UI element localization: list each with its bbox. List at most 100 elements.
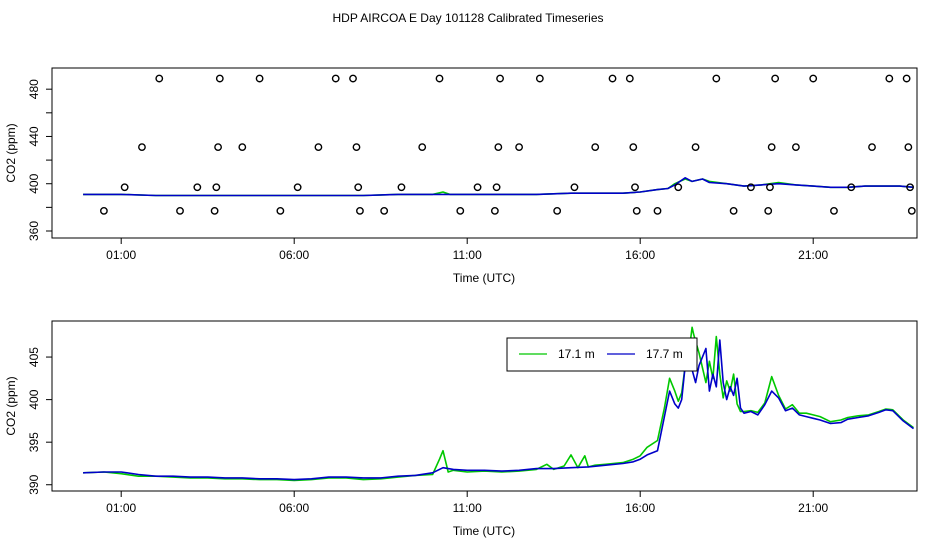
series-line (83, 178, 914, 197)
legend-label-17-7m: 17.7 m (646, 347, 683, 361)
top-points (100, 74, 916, 215)
x-tick-label: 01:00 (106, 501, 136, 515)
data-point (456, 207, 465, 215)
data-point (435, 74, 444, 83)
x-tick-label: 11:00 (453, 501, 482, 515)
series-line (83, 177, 914, 197)
data-point (591, 143, 600, 151)
data-point (792, 143, 800, 151)
top-panel: 01:00 06:00 11:00 16:00 21:00 360 400 440 480 T… (4, 67, 918, 285)
data-point (490, 207, 499, 215)
x-tick-label: 16:00 (625, 501, 655, 515)
data-point (276, 207, 285, 215)
bottom-x-axis-label: Time (UTC) (453, 524, 515, 538)
bottom-series (83, 326, 914, 482)
data-point (766, 183, 774, 192)
series-line (83, 339, 914, 481)
data-point (138, 143, 146, 151)
data-point (293, 183, 302, 192)
data-point (214, 143, 222, 151)
data-point (847, 183, 856, 192)
y-tick-label: 480 (27, 79, 41, 99)
x-tick-label: 16:00 (625, 248, 655, 262)
bottom-plot-frame (51, 320, 918, 492)
data-point (632, 207, 641, 215)
y-tick-label: 440 (27, 126, 41, 146)
top-x-axis-label: Time (UTC) (453, 271, 515, 285)
top-plot-frame (51, 67, 918, 239)
data-point (535, 74, 544, 83)
x-tick-label: 21:00 (798, 248, 828, 262)
data-point (212, 183, 221, 192)
data-point (176, 207, 184, 215)
data-point (653, 207, 662, 215)
data-point (380, 207, 389, 215)
data-point (397, 183, 406, 192)
data-point (120, 183, 129, 192)
data-point (473, 183, 482, 192)
data-point (570, 183, 579, 192)
data-point (729, 207, 738, 215)
y-tick-label: 390 (27, 474, 41, 494)
x-tick-label: 11:00 (453, 248, 482, 262)
data-point (494, 143, 503, 151)
data-point (155, 74, 164, 83)
data-point (331, 74, 340, 83)
y-tick-label: 400 (27, 389, 41, 409)
legend-label-17-1m: 17.1 m (558, 347, 595, 361)
top-series (83, 177, 914, 197)
data-point (691, 143, 700, 151)
data-point (625, 74, 634, 83)
data-point (885, 74, 894, 83)
data-point (210, 207, 219, 215)
data-point (349, 74, 357, 83)
y-tick-label: 400 (27, 173, 41, 193)
bottom-y-axis-label: CO2 (ppm) (4, 376, 18, 435)
data-point (674, 183, 683, 192)
x-tick-label: 01:00 (106, 248, 136, 262)
y-tick-label: 360 (27, 221, 41, 241)
data-point (193, 183, 202, 192)
data-point (902, 74, 911, 83)
data-point (608, 74, 617, 83)
data-point (906, 183, 914, 192)
figure-title: HDP AIRCOA E Day 101128 Calibrated Times… (332, 11, 603, 25)
top-x-axis: 01:00 06:00 11:00 16:00 21:00 (106, 238, 829, 262)
data-point (907, 207, 916, 215)
data-point (771, 74, 780, 83)
legend: 17.1 m 17.7 m (506, 337, 698, 372)
data-point (515, 143, 523, 151)
data-point (100, 207, 108, 215)
data-point (314, 143, 323, 151)
data-point (868, 143, 876, 151)
data-point (747, 183, 755, 192)
data-point (631, 183, 639, 192)
data-point (354, 183, 363, 192)
series-line (83, 326, 914, 482)
top-y-axis: 360 400 440 480 (27, 79, 52, 241)
data-point (418, 143, 427, 151)
top-y-axis-label: CO2 (ppm) (4, 123, 18, 182)
data-point (255, 74, 264, 83)
data-point (767, 143, 776, 151)
data-point (215, 74, 224, 83)
data-point (712, 74, 721, 83)
x-tick-label: 21:00 (798, 501, 828, 515)
data-point (904, 143, 913, 151)
x-tick-label: 06:00 (279, 248, 309, 262)
data-point (553, 207, 562, 215)
data-point (629, 143, 638, 151)
bottom-x-axis: 01:00 06:00 11:00 16:00 21:00 (106, 491, 829, 515)
x-tick-label: 06:00 (279, 501, 309, 515)
data-point (830, 207, 838, 215)
data-point (496, 74, 504, 83)
y-tick-label: 405 (27, 347, 41, 367)
data-point (764, 207, 773, 215)
data-point (356, 207, 364, 215)
bottom-y-axis: 390 395 400 405 (27, 347, 52, 495)
y-tick-label: 395 (27, 432, 41, 452)
data-point (352, 143, 361, 151)
data-point (809, 74, 818, 83)
bottom-panel: 01:00 06:00 11:00 16:00 21:00 390 395 400 405 1… (4, 320, 918, 538)
